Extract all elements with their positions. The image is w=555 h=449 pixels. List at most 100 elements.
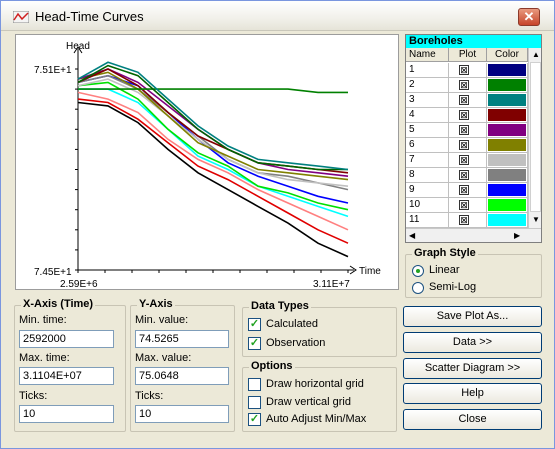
borehole-row[interactable]: 3 ⊠ [406,93,528,108]
y-axis-title: Y-Axis [137,298,175,310]
plot-checkbox[interactable]: ⊠ [459,215,469,225]
x-min-tick-label: 2.59E+6 [60,279,98,289]
borehole-color-cell[interactable] [487,213,528,228]
borehole-color-cell[interactable] [487,93,528,108]
borehole-row[interactable]: 7 ⊠ [406,153,528,168]
horizontal-grid-label: Draw horizontal grid [266,378,364,390]
max-time-input[interactable]: 3.1104E+07 [19,367,114,385]
x-max-tick-label: 3.11E+7 [313,279,350,289]
series-line-1 [77,101,349,258]
scroll-thumb[interactable] [530,62,541,212]
borehole-color-cell[interactable] [487,78,528,93]
chart-app-icon [13,11,29,23]
color-swatch [488,94,526,106]
max-value-label: Max. value: [135,352,192,364]
borehole-plot-cell: ⊠ [449,138,487,153]
plot-checkbox[interactable]: ⊠ [459,200,469,210]
scatter-diagram-button[interactable]: Scatter Diagram >> [403,358,542,379]
x-ticks-input[interactable]: 10 [19,405,114,423]
color-swatch [488,139,526,151]
close-button[interactable]: Close [403,409,542,430]
save-plot-button[interactable]: Save Plot As... [403,306,542,327]
col-header-color[interactable]: Color [487,48,528,62]
plot-checkbox[interactable]: ⊠ [459,185,469,195]
borehole-name-cell: 10 [406,198,449,213]
borehole-plot-cell: ⊠ [449,198,487,213]
auto-adjust-checkbox[interactable]: ✓ [248,413,261,426]
borehole-row[interactable]: 1 ⊠ [406,63,528,78]
plot-checkbox[interactable]: ⊠ [459,140,469,150]
plot-checkbox[interactable]: ⊠ [459,95,469,105]
min-value-input[interactable]: 74.5265 [135,330,229,348]
borehole-row[interactable]: 8 ⊠ [406,168,528,183]
borehole-row[interactable]: 9 ⊠ [406,183,528,198]
series-line-4 [78,88,349,218]
borehole-name-cell: 2 [406,78,449,93]
borehole-name-cell: 1 [406,63,449,78]
color-swatch [488,64,526,76]
borehole-color-cell[interactable] [487,108,528,123]
max-value-input[interactable]: 75.0648 [135,367,229,385]
data-types-group: Data Types ✓ Calculated ✓ Observation [242,300,397,357]
data-button[interactable]: Data >> [403,332,542,353]
borehole-row[interactable]: 2 ⊠ [406,78,528,93]
borehole-row[interactable]: 11 ⊠ [406,213,528,228]
color-swatch [488,169,526,181]
plot-checkbox[interactable]: ⊠ [459,110,469,120]
window-title: Head-Time Curves [35,9,144,24]
linear-radio[interactable] [412,265,424,277]
horizontal-grid-checkbox[interactable] [248,378,261,391]
borehole-color-cell[interactable] [487,153,528,168]
plot-checkbox[interactable]: ⊠ [459,125,469,135]
borehole-color-cell[interactable] [487,168,528,183]
x-axis-title: X-Axis (Time) [21,298,96,310]
options-group: Options Draw horizontal grid Draw vertic… [242,360,397,432]
boreholes-title: Boreholes [406,35,541,48]
plot-checkbox[interactable]: ⊠ [459,65,469,75]
borehole-color-cell[interactable] [487,198,528,213]
boreholes-vertical-scrollbar[interactable]: ▲ ▼ [528,48,541,228]
scroll-right-icon[interactable]: ▶ [514,231,521,240]
close-window-button[interactable]: ✕ [518,8,540,26]
y-min-tick-label: 7.45E+1 [34,267,72,278]
series-line-7 [77,74,349,191]
scroll-left-icon[interactable]: ◀ [409,231,416,240]
y-ticks-input[interactable]: 10 [135,405,229,423]
borehole-name-cell: 8 [406,168,449,183]
auto-adjust-label: Auto Adjust Min/Max [266,413,367,425]
col-header-plot[interactable]: Plot [449,48,487,62]
head-time-chart: Head Time 7.51E+1 7.45E+1 2.59E+6 3.11E+… [34,41,381,289]
color-swatch [488,199,526,211]
semilog-radio[interactable] [412,282,424,294]
borehole-color-cell[interactable] [487,63,528,78]
radio-selected-icon [416,269,420,273]
plot-checkbox[interactable]: ⊠ [459,170,469,180]
borehole-plot-cell: ⊠ [449,123,487,138]
scroll-down-icon[interactable]: ▼ [532,215,540,224]
min-time-input[interactable]: 2592000 [19,330,114,348]
borehole-row[interactable]: 4 ⊠ [406,108,528,123]
plot-checkbox[interactable]: ⊠ [459,80,469,90]
vertical-grid-checkbox[interactable] [248,396,261,409]
borehole-row[interactable]: 10 ⊠ [406,198,528,213]
observation-label: Observation [266,337,326,349]
calculated-checkbox[interactable]: ✓ [248,318,261,331]
y-max-tick-label: 7.51E+1 [34,65,72,76]
boreholes-horizontal-scrollbar[interactable]: ◀ ▶ [406,228,541,242]
plot-checkbox[interactable]: ⊠ [459,155,469,165]
borehole-name-cell: 11 [406,213,449,228]
x-ticks-label: Ticks: [19,390,48,402]
x-axis-arrow-icon [349,265,357,275]
col-header-name[interactable]: Name [406,48,449,62]
min-time-label: Min. time: [19,314,67,326]
borehole-row[interactable]: 6 ⊠ [406,138,528,153]
title-bar: Head-Time Curves ✕ [1,1,554,31]
help-button[interactable]: Help [403,383,542,404]
scroll-up-icon[interactable]: ▲ [532,50,540,59]
borehole-color-cell[interactable] [487,123,528,138]
borehole-row[interactable]: 5 ⊠ [406,123,528,138]
borehole-color-cell[interactable] [487,183,528,198]
observation-checkbox[interactable]: ✓ [248,337,261,350]
borehole-color-cell[interactable] [487,138,528,153]
borehole-plot-cell: ⊠ [449,108,487,123]
